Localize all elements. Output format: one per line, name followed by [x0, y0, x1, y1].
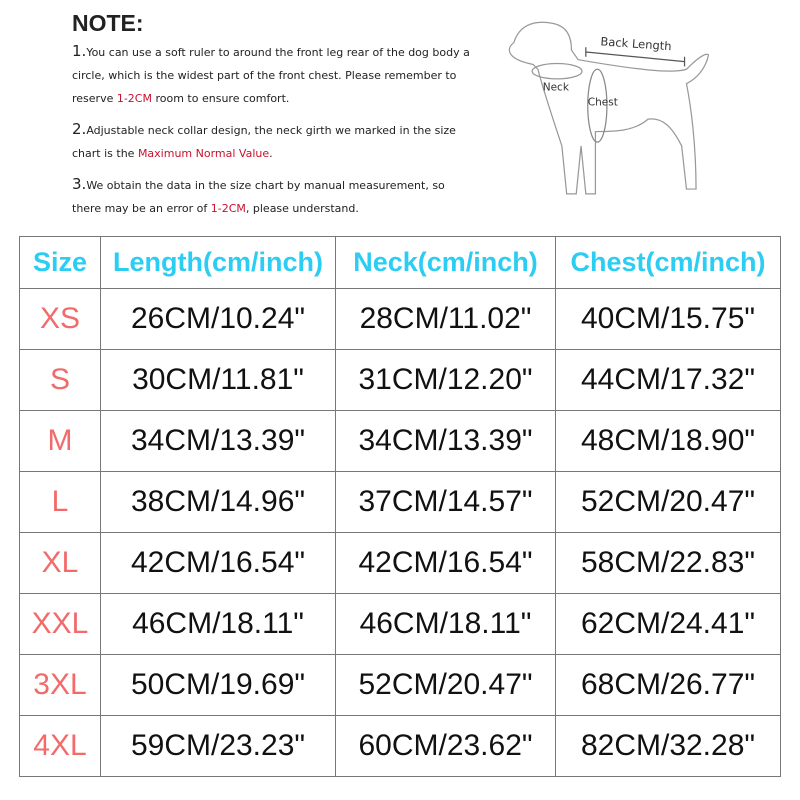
- cell-size: 3XL: [19, 654, 101, 716]
- cell-length: 30CM/11.81": [100, 349, 336, 411]
- note-text: .: [269, 147, 273, 160]
- size-chart-table: Size Length(cm/inch) Neck(cm/inch) Chest…: [19, 236, 781, 777]
- cell-chest: 52CM/20.47": [555, 471, 781, 533]
- cell-size: XS: [19, 288, 101, 350]
- cell-length: 46CM/18.11": [100, 593, 336, 655]
- cell-neck: 42CM/16.54": [335, 532, 556, 594]
- cell-length: 50CM/19.69": [100, 654, 336, 716]
- table-row: XS 26CM/10.24" 28CM/11.02" 40CM/15.75": [19, 288, 781, 350]
- cell-size: XL: [19, 532, 101, 594]
- cell-chest: 62CM/24.41": [555, 593, 781, 655]
- cell-chest: 44CM/17.32": [555, 349, 781, 411]
- note-number: 1.: [72, 42, 87, 60]
- note-highlight: 1-2CM: [116, 92, 152, 105]
- cell-neck: 60CM/23.62": [335, 715, 556, 777]
- cell-chest: 40CM/15.75": [555, 288, 781, 350]
- note-item-2: 2.Adjustable neck collar design, the nec…: [72, 118, 472, 165]
- cell-size: 4XL: [19, 715, 101, 777]
- cell-size: M: [19, 410, 101, 472]
- dog-outline: [508, 21, 710, 195]
- note-text: room to ensure comfort.: [151, 92, 290, 105]
- table-row: XL 42CM/16.54" 42CM/16.54" 58CM/22.83": [19, 532, 781, 594]
- cell-size: L: [19, 471, 101, 533]
- chest-label: Chest: [588, 97, 618, 109]
- cell-length: 38CM/14.96": [100, 471, 336, 533]
- note-highlight: 1-2CM: [210, 202, 246, 215]
- cell-size: S: [19, 349, 101, 411]
- back-length-label: Back Length: [600, 34, 672, 53]
- note-text: Adjustable neck collar design, the neck …: [72, 124, 456, 160]
- header-size: Size: [19, 236, 101, 289]
- header-chest: Chest(cm/inch): [555, 236, 781, 289]
- note-item-1: 1.You can use a soft ruler to around the…: [72, 40, 472, 110]
- note-title: NOTE:: [72, 10, 144, 36]
- note-section: NOTE: 1.You can use a soft ruler to arou…: [72, 10, 472, 228]
- note-text: , please understand.: [245, 202, 359, 215]
- table-row: L 38CM/14.96" 37CM/14.57" 52CM/20.47": [19, 471, 781, 533]
- table-header-row: Size Length(cm/inch) Neck(cm/inch) Chest…: [19, 236, 781, 289]
- cell-chest: 82CM/32.28": [555, 715, 781, 777]
- cell-neck: 34CM/13.39": [335, 410, 556, 472]
- table-row: S 30CM/11.81" 31CM/12.20" 44CM/17.32": [19, 349, 781, 411]
- note-text: You can use a soft ruler to around the f…: [72, 46, 470, 105]
- header-neck: Neck(cm/inch): [335, 236, 556, 289]
- cell-chest: 68CM/26.77": [555, 654, 781, 716]
- table-row: 4XL 59CM/23.23" 60CM/23.62" 82CM/32.28": [19, 715, 781, 777]
- neck-label: Neck: [543, 81, 570, 93]
- cell-neck: 52CM/20.47": [335, 654, 556, 716]
- cell-chest: 58CM/22.83": [555, 532, 781, 594]
- note-highlight: Maximum Normal Value: [137, 147, 270, 160]
- dog-measurement-diagram: Back Length Neck Chest: [508, 21, 710, 195]
- cell-chest: 48CM/18.90": [555, 410, 781, 472]
- cell-length: 59CM/23.23": [100, 715, 336, 777]
- cell-length: 26CM/10.24": [100, 288, 336, 350]
- cell-neck: 37CM/14.57": [335, 471, 556, 533]
- cell-neck: 31CM/12.20": [335, 349, 556, 411]
- cell-size: XXL: [19, 593, 101, 655]
- table-row: 3XL 50CM/19.69" 52CM/20.47" 68CM/26.77": [19, 654, 781, 716]
- cell-neck: 28CM/11.02": [335, 288, 556, 350]
- table-row: XXL 46CM/18.11" 46CM/18.11" 62CM/24.41": [19, 593, 781, 655]
- cell-length: 34CM/13.39": [100, 410, 336, 472]
- cell-length: 42CM/16.54": [100, 532, 336, 594]
- table-row: M 34CM/13.39" 34CM/13.39" 48CM/18.90": [19, 410, 781, 472]
- cell-neck: 46CM/18.11": [335, 593, 556, 655]
- header-length: Length(cm/inch): [100, 236, 336, 289]
- note-number: 2.: [72, 120, 87, 138]
- note-number: 3.: [72, 175, 87, 193]
- note-text: We obtain the data in the size chart by …: [72, 179, 445, 215]
- note-item-3: 3.We obtain the data in the size chart b…: [72, 173, 472, 220]
